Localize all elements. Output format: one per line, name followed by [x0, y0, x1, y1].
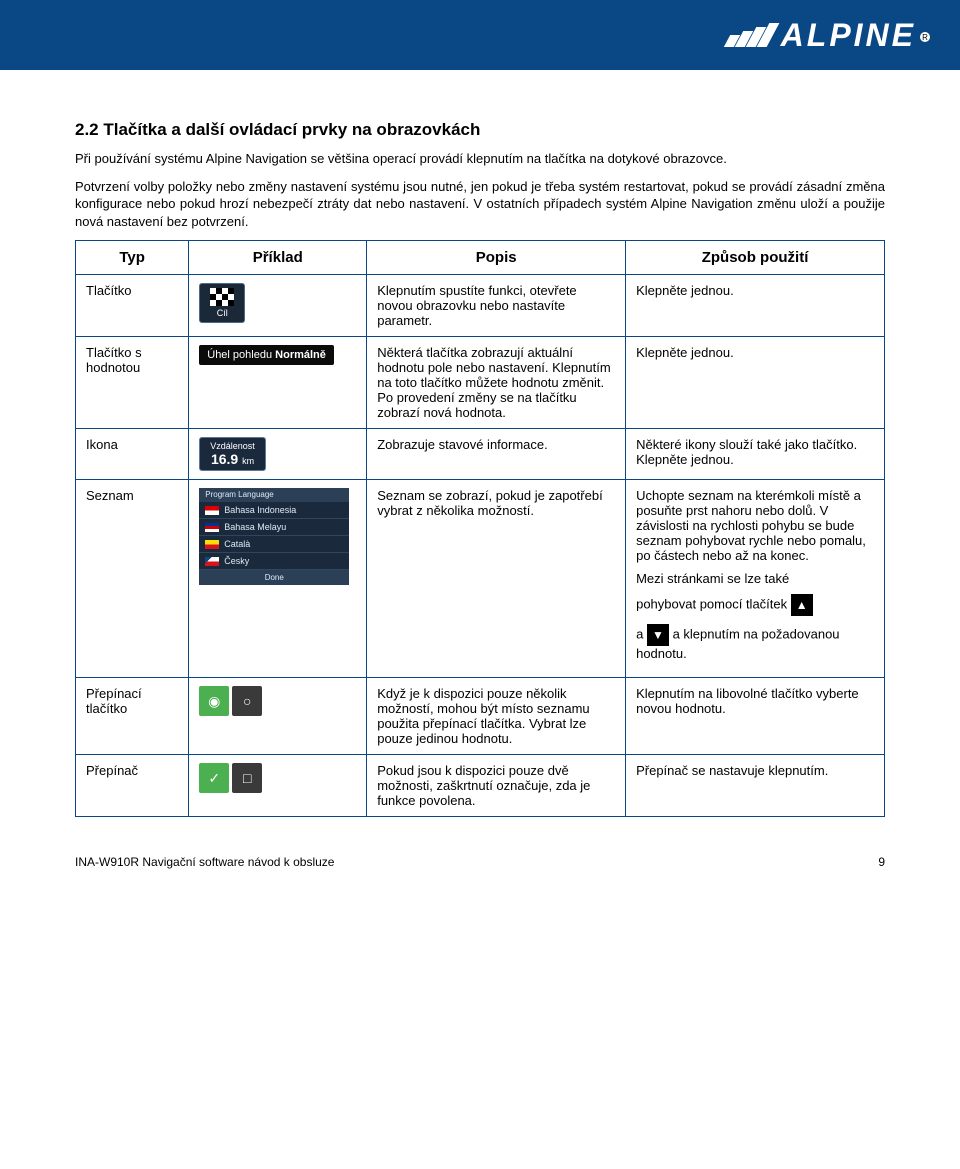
radio-selected-icon [199, 686, 229, 716]
table-row: Seznam Program Language Bahasa Indonesia… [76, 480, 885, 678]
list-usage-2: Mezi stránkami se lze také [636, 571, 874, 586]
list-item: Català [199, 536, 349, 553]
desc-cell: Zobrazuje stavové informace. [367, 429, 626, 480]
table-header-row: Typ Příklad Popis Způsob použití [76, 241, 885, 275]
usage-cell: Přepínač se nastavuje klepnutím. [626, 755, 885, 817]
desc-cell: Seznam se zobrazí, pokud je zapotřebí vy… [367, 480, 626, 678]
desc-cell: Některá tlačítka zobrazují aktuální hodn… [367, 337, 626, 429]
table-row: Přepínací tlačítko Když je k dispozici p… [76, 678, 885, 755]
list-example-header: Program Language [199, 488, 349, 502]
list-item: Bahasa Melayu [199, 519, 349, 536]
list-item: Česky [199, 553, 349, 570]
type-cell: Tlačítko [76, 275, 189, 337]
usage-cell: Některé ikony slouží také jako tlačítko.… [626, 429, 885, 480]
icon-value: 16.9 km [211, 451, 254, 467]
flag-icon [205, 540, 219, 549]
toggle-example [199, 763, 262, 793]
table-row: Tlačítko Cíl Klepnutím spustíte funkci, … [76, 275, 885, 337]
controls-table: Typ Příklad Popis Způsob použití Tlačítk… [75, 240, 885, 817]
type-cell: Přepínač [76, 755, 189, 817]
toggle-on-icon [199, 763, 229, 793]
radio-example [199, 686, 262, 716]
example-cell: Úhel pohledu Normálně [189, 337, 367, 429]
header-bar: ALPINE R [0, 0, 960, 70]
value-button-prefix: Úhel pohledu [207, 349, 272, 361]
value-button-value: Normálně [275, 349, 326, 361]
list-usage-1: Uchopte seznam na kterémkoli místě a pos… [636, 488, 874, 563]
section-title: 2.2 Tlačítka a další ovládací prvky na o… [75, 120, 885, 140]
usage-cell: Klepněte jednou. [626, 275, 885, 337]
type-cell: Tlačítko s hodnotou [76, 337, 189, 429]
example-cell: Program Language Bahasa Indonesia Bahasa… [189, 480, 367, 678]
header-example: Příklad [189, 241, 367, 275]
arrow-down-icon: ▼ [647, 624, 669, 646]
list-usage-3: pohybovat pomocí tlačítek ▲ [636, 594, 874, 616]
usage-cell: Klepnutím na libovolné tlačítko vyberte … [626, 678, 885, 755]
example-cell [189, 755, 367, 817]
table-row: Tlačítko s hodnotou Úhel pohledu Normáln… [76, 337, 885, 429]
usage-cell: Uchopte seznam na kterémkoli místě a pos… [626, 480, 885, 678]
footer-left: INA-W910R Navigační software návod k obs… [75, 855, 334, 869]
desc-cell: Pokud jsou k dispozici pouze dvě možnost… [367, 755, 626, 817]
intro-paragraph-1: Při používání systému Alpine Navigation … [75, 150, 885, 168]
type-cell: Seznam [76, 480, 189, 678]
value-button-icon: Úhel pohledu Normálně [199, 345, 334, 365]
type-cell: Přepínací tlačítko [76, 678, 189, 755]
list-example: Program Language Bahasa Indonesia Bahasa… [199, 488, 349, 585]
icon-unit: km [242, 456, 254, 466]
table-row: Ikona Vzdálenost 16.9 km Zobrazuje stavo… [76, 429, 885, 480]
checkered-flag-icon [210, 288, 234, 306]
radio-unselected-icon [232, 686, 262, 716]
desc-cell: Klepnutím spustíte funkci, otevřete novo… [367, 275, 626, 337]
list-item: Bahasa Indonesia [199, 502, 349, 519]
toggle-off-icon [232, 763, 262, 793]
arrow-up-icon: ▲ [791, 594, 813, 616]
example-cell: Cíl [189, 275, 367, 337]
example-cell [189, 678, 367, 755]
flag-icon [205, 523, 219, 532]
type-cell: Ikona [76, 429, 189, 480]
icon-label: Vzdálenost [210, 441, 255, 451]
alpine-stripes-icon [727, 23, 773, 47]
usage-cell: Klepněte jednou. [626, 337, 885, 429]
table-row: Přepínač Pokud jsou k dispozici pouze dv… [76, 755, 885, 817]
footer-page-number: 9 [878, 855, 885, 869]
flag-icon [205, 506, 219, 515]
page-content: 2.2 Tlačítka a další ovládací prvky na o… [0, 70, 960, 837]
header-type: Typ [76, 241, 189, 275]
intro-paragraph-2: Potvrzení volby položky nebo změny nasta… [75, 178, 885, 231]
example-cell: Vzdálenost 16.9 km [189, 429, 367, 480]
example-button-label: Cíl [217, 308, 228, 318]
registered-icon: R [920, 32, 930, 42]
desc-cell: Když je k dispozici pouze několik možnos… [367, 678, 626, 755]
brand-logo: ALPINE [781, 17, 916, 54]
destination-button-icon: Cíl [199, 283, 245, 323]
header-desc: Popis [367, 241, 626, 275]
header-usage: Způsob použití [626, 241, 885, 275]
list-done-button: Done [199, 570, 349, 585]
list-usage-4: a ▼ a klepnutím na požadovanou hodnotu. [636, 624, 874, 661]
status-icon-example: Vzdálenost 16.9 km [199, 437, 266, 471]
flag-icon [205, 557, 219, 566]
page-footer: INA-W910R Navigační software návod k obs… [0, 837, 960, 879]
